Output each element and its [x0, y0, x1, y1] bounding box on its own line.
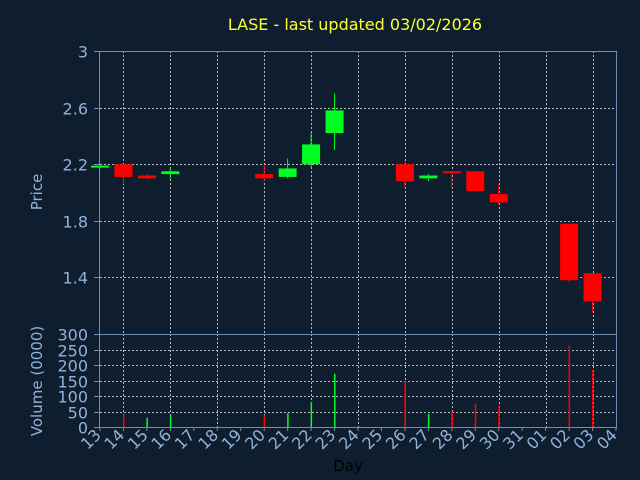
candle-body	[278, 168, 297, 177]
chart-title: LASE - last updated 03/02/2026	[228, 15, 482, 34]
volume-grid	[100, 334, 616, 427]
volume-bar	[263, 415, 266, 427]
candles	[91, 93, 602, 313]
candle-body	[442, 171, 461, 174]
candle-body	[560, 223, 579, 281]
price-grid	[100, 51, 616, 334]
volume-bar	[474, 403, 477, 427]
price-axis-label: Price	[28, 174, 46, 211]
volume-tick-label: 100	[57, 388, 88, 407]
volume-bar	[146, 417, 148, 427]
volume-tick-label: 250	[57, 342, 88, 361]
volume-bar	[310, 402, 313, 427]
volume-bar	[568, 345, 571, 427]
volume-bar	[427, 413, 430, 427]
volume-tick-label: 0	[78, 419, 88, 438]
volume-bar	[498, 405, 500, 427]
volume-bars	[122, 345, 594, 427]
candle-body	[91, 165, 109, 168]
x-tick-label: 04	[593, 425, 621, 453]
volume-bar	[169, 415, 172, 427]
volume-tick-label: 200	[57, 357, 88, 376]
candle-body	[255, 174, 274, 179]
candle-body	[137, 175, 156, 179]
candle-body	[466, 171, 485, 192]
volume-tick-label: 150	[57, 373, 88, 392]
candle-body	[114, 164, 133, 177]
volume-bar	[334, 373, 336, 427]
candle-body	[161, 171, 180, 175]
price-tick-label: 2.6	[63, 100, 88, 119]
price-tick-label: 3	[78, 43, 88, 62]
candle-body	[325, 110, 344, 134]
volume-bar	[592, 369, 594, 427]
price-tick-label: 1.8	[63, 213, 88, 232]
volume-bar	[404, 381, 406, 427]
price-tick-label: 2.2	[63, 156, 88, 175]
x-axis-label: Day	[333, 457, 363, 475]
candle-body	[419, 175, 438, 179]
price-y-ticks: 3 2.6 2.2 1.8 1.4	[63, 43, 100, 288]
volume-bar	[287, 413, 289, 427]
candle-body	[489, 193, 508, 203]
x-tick-labels: 1314151617181920212223242526272829303101…	[77, 425, 621, 453]
volume-tick-label: 50	[68, 404, 88, 423]
price-tick-label: 1.4	[63, 269, 88, 288]
volume-bar	[122, 414, 125, 427]
candle-body	[583, 273, 602, 302]
candle-body	[395, 164, 414, 182]
candle-body	[302, 144, 321, 165]
volume-bar	[451, 411, 453, 427]
volume-tick-label: 300	[57, 326, 88, 345]
volume-axis-label: Volume (0000)	[28, 326, 46, 436]
